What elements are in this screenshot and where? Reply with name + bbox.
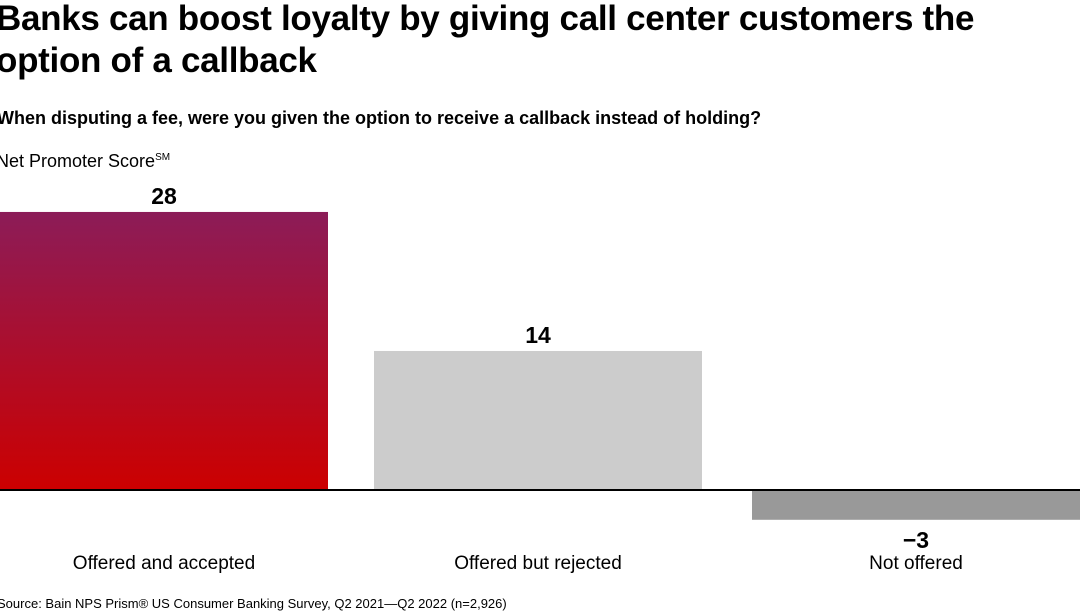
bar-1: [374, 350, 702, 490]
category-label-1: Offered but rejected: [454, 553, 622, 574]
bar-2: [752, 490, 1080, 520]
service-mark: SM: [155, 152, 171, 163]
category-label-2: Not offered: [869, 553, 963, 574]
data-label-2: −3: [903, 527, 929, 553]
bar-0: [0, 211, 328, 490]
y-axis-label: Net Promoter ScoreSM: [0, 151, 170, 172]
source-note: Source: Bain NPS Prism® US Consumer Bank…: [0, 596, 507, 611]
data-label-1: 14: [525, 322, 551, 348]
data-label-0: 28: [151, 183, 177, 209]
chart-subtitle: When disputing a fee, were you given the…: [0, 108, 762, 128]
y-axis-label-text: Net Promoter Score: [0, 151, 156, 171]
category-label-0: Offered and accepted: [73, 553, 255, 574]
chart-title: Banks can boost loyalty by giving call c…: [0, 0, 975, 80]
